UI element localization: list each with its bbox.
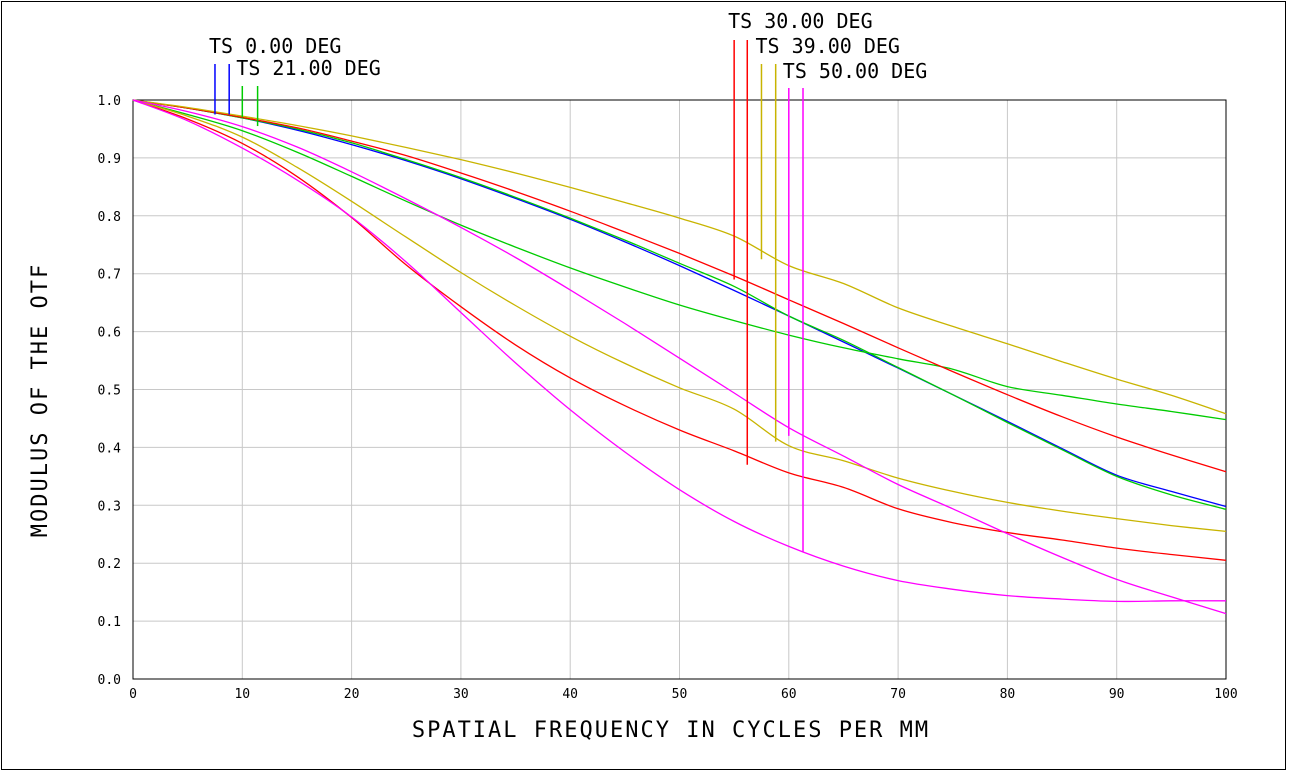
series-group bbox=[132, 99, 1227, 615]
grid-lines bbox=[132, 99, 1227, 680]
field-label: TS 30.00 DEG bbox=[728, 9, 873, 33]
x-axis-title: SPATIAL FREQUENCY IN CYCLES PER MM bbox=[412, 718, 930, 743]
y-tick-label: 0.6 bbox=[98, 326, 121, 341]
x-tick-label: 30 bbox=[453, 687, 469, 702]
series-line-4 bbox=[132, 99, 1227, 561]
x-tick-label: 60 bbox=[781, 687, 797, 702]
x-tick-label: 70 bbox=[890, 687, 906, 702]
series-line-0 bbox=[132, 99, 1227, 508]
y-tick-label: 0.0 bbox=[98, 673, 121, 688]
series-line-6 bbox=[132, 99, 1227, 533]
series-line-2 bbox=[132, 99, 1227, 421]
y-tick-label: 0.7 bbox=[98, 268, 121, 283]
series-line-3 bbox=[132, 99, 1227, 473]
x-tick-label: 50 bbox=[672, 687, 688, 702]
x-tick-label: 0 bbox=[129, 687, 137, 702]
y-tick-label: 0.3 bbox=[98, 499, 121, 514]
field-label: TS 39.00 DEG bbox=[755, 34, 900, 58]
series-line-7 bbox=[132, 99, 1227, 603]
y-tick-label: 0.1 bbox=[98, 615, 121, 630]
series-line-1 bbox=[132, 99, 1227, 511]
x-tick-label: 90 bbox=[1109, 687, 1125, 702]
y-tick-label: 0.4 bbox=[98, 441, 122, 456]
series-line-8 bbox=[132, 99, 1227, 615]
field-label: TS 50.00 DEG bbox=[783, 59, 928, 83]
x-tick-labels: 0 10 20 30 40 50 60 70 80 90 100 bbox=[129, 687, 1238, 702]
y-tick-label: 0.9 bbox=[98, 152, 121, 167]
field-markers bbox=[214, 40, 804, 552]
x-tick-label: 80 bbox=[1000, 687, 1016, 702]
y-tick-label: 0.5 bbox=[98, 384, 121, 399]
plot-area-border bbox=[132, 99, 1227, 680]
series-line-5 bbox=[132, 99, 1227, 415]
y-tick-labels: 0.0 0.1 0.2 0.3 0.4 0.5 0.6 0.7 0.8 0.9 1.0 bbox=[98, 94, 122, 688]
field-label: TS 0.00 DEG bbox=[209, 34, 341, 58]
x-tick-label: 100 bbox=[1214, 687, 1237, 702]
x-tick-label: 10 bbox=[234, 687, 250, 702]
y-tick-label: 1.0 bbox=[98, 94, 121, 109]
y-tick-label: 0.8 bbox=[98, 210, 121, 225]
x-tick-label: 40 bbox=[562, 687, 578, 702]
y-axis-title: MODULUS OF THE OTF bbox=[28, 263, 53, 537]
y-tick-label: 0.2 bbox=[98, 557, 121, 572]
x-tick-label: 20 bbox=[344, 687, 360, 702]
field-label: TS 21.00 DEG bbox=[236, 56, 380, 80]
